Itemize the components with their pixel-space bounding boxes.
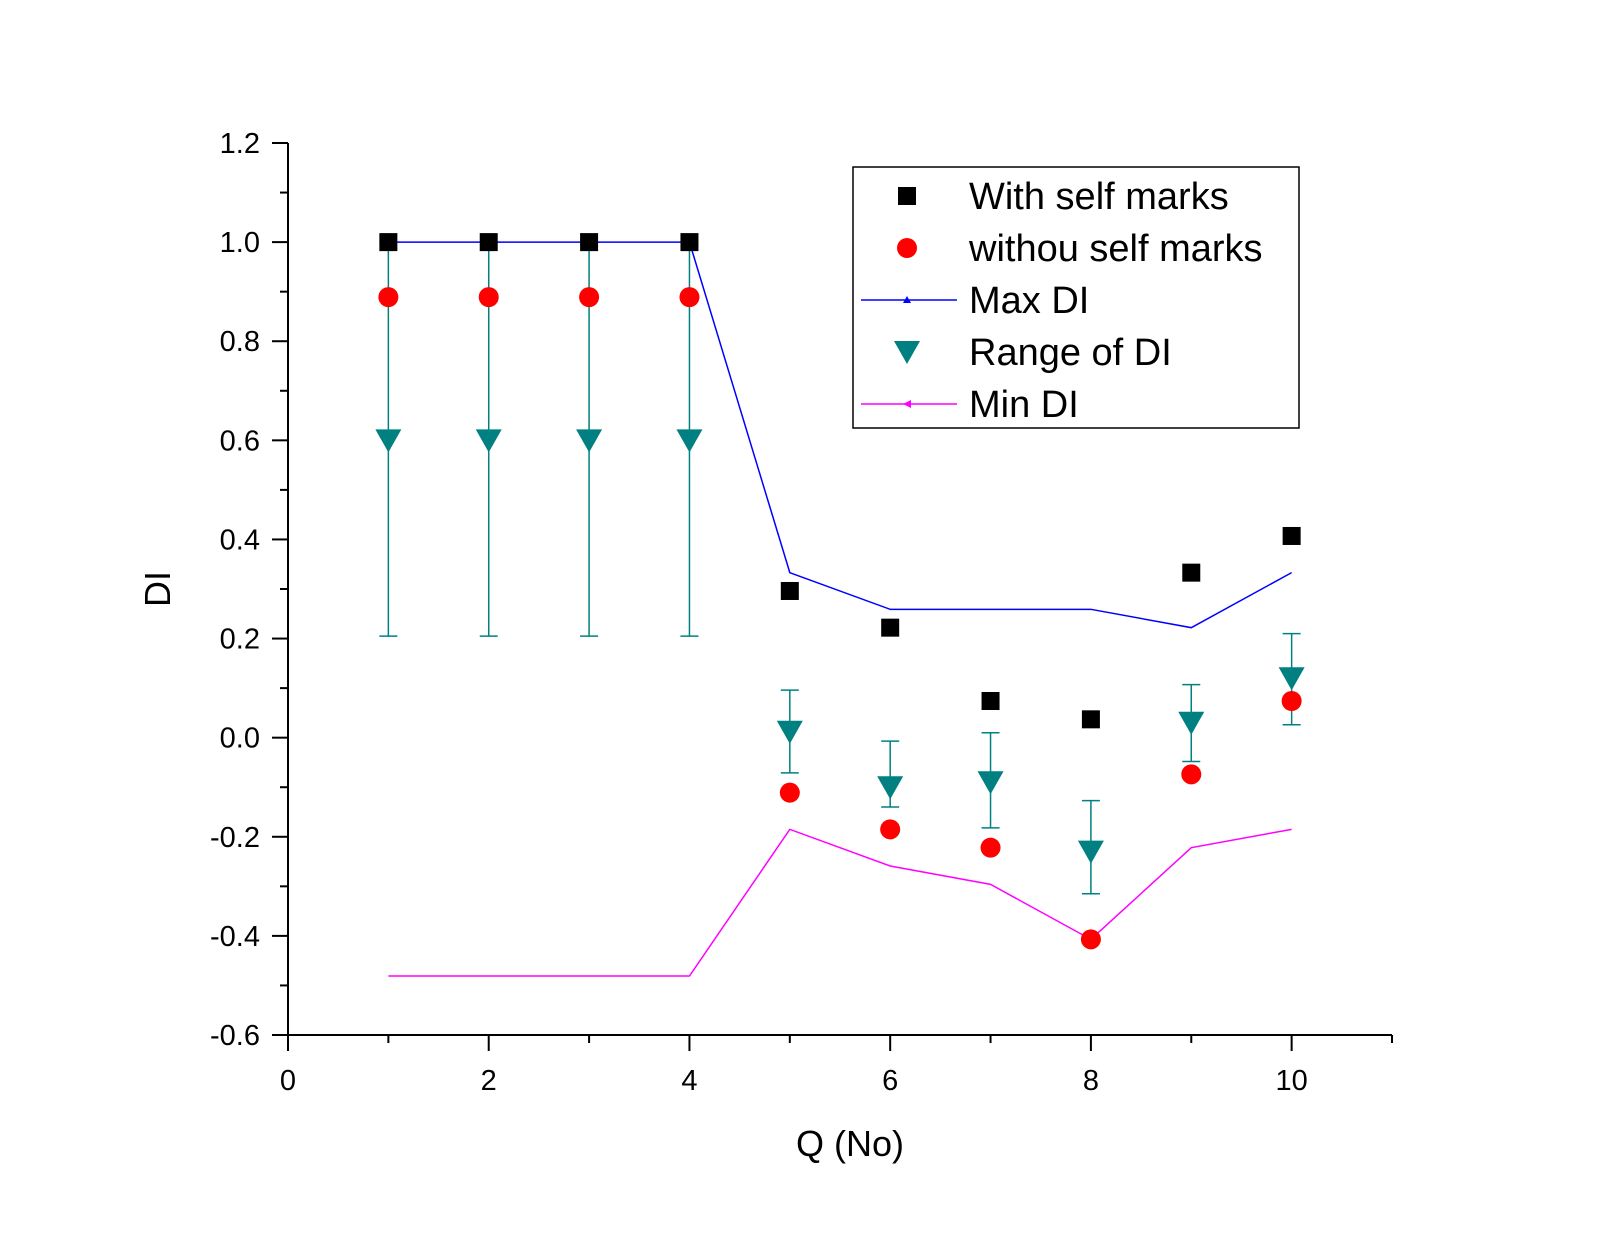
y-tick-label: -0.6 (210, 1020, 260, 1052)
legend-label: Range of DI (969, 332, 1172, 374)
y-tick-label: 0.0 (220, 723, 260, 755)
y-axis-title: DI (137, 571, 178, 607)
legend-swatch-marker (898, 187, 916, 205)
y-tick-label: 0.2 (220, 624, 260, 656)
series-0-point (580, 233, 599, 252)
series-4-line (388, 828, 1292, 977)
x-tick-label: 10 (1276, 1065, 1308, 1097)
series-lines-layer (388, 241, 1292, 977)
series-0-point (780, 581, 799, 600)
series-3-point (776, 720, 803, 744)
series-0-point (981, 691, 1000, 710)
series-1-point (1281, 690, 1302, 711)
series-3-point (977, 771, 1004, 795)
x-axis-title: Q (No) (796, 1123, 904, 1164)
legend-box (852, 166, 1300, 429)
x-tick-label: 0 (280, 1065, 296, 1097)
series-0-point (379, 233, 398, 252)
legend-label: With self marks (969, 176, 1229, 218)
series-1-point (1181, 764, 1202, 785)
series-3-point (1178, 711, 1205, 735)
series-3-point (475, 429, 502, 453)
legend-swatch-marker (894, 341, 920, 364)
series-1-point (679, 287, 700, 308)
y-tick-label: 0.6 (220, 425, 260, 457)
legend: With self marks withou self marks Max DI Ra… (852, 166, 1300, 429)
series-1-point (779, 782, 800, 803)
series-2-line (388, 241, 1292, 629)
series-3-point (676, 429, 703, 453)
series-3-point (1278, 667, 1305, 691)
series-1-point (378, 287, 399, 308)
series-1-point (1080, 929, 1101, 950)
series-1-point (579, 287, 600, 308)
series-0-point (479, 233, 498, 252)
x-tick-label: 8 (1083, 1065, 1099, 1097)
y-tick-label: 1.0 (220, 227, 260, 259)
series-3-point (877, 776, 904, 800)
series-0-point (1282, 526, 1301, 545)
series-0-point (1182, 563, 1201, 582)
series-1-point (880, 819, 901, 840)
markers-layer (375, 233, 1305, 950)
x-tick-label: 6 (882, 1065, 898, 1097)
legend-label: Max DI (969, 280, 1089, 322)
y-tick-label: 0.4 (220, 524, 260, 556)
series-3-point (1077, 840, 1104, 864)
y-tick-label: -0.2 (210, 822, 260, 854)
series-0-point (881, 618, 900, 637)
series-0-point (1081, 710, 1100, 729)
x-tick-label: 4 (681, 1065, 697, 1097)
series-0-point (680, 233, 699, 252)
y-tick-label: -0.4 (210, 921, 260, 953)
legend-swatch-marker (897, 238, 917, 258)
legend-swatch-marker (903, 400, 911, 408)
legend-swatch-marker (903, 296, 911, 303)
x-tick-label: 2 (481, 1065, 497, 1097)
y-tick-label: 1.2 (220, 128, 260, 160)
y-tick-label: 0.8 (220, 326, 260, 358)
series-1-point (478, 287, 499, 308)
series-3-point (576, 429, 603, 453)
legend-label: withou self marks (968, 228, 1263, 270)
series-3-point (375, 429, 402, 453)
series-1-point (980, 837, 1001, 858)
legend-label: Min DI (969, 384, 1079, 426)
axes-layer: -0.6 -0.4 -0.2 0.0 0.2 0.4 0.6 0.8 1.0 1.2 0 2 4 6 8 10 (210, 128, 1393, 1097)
